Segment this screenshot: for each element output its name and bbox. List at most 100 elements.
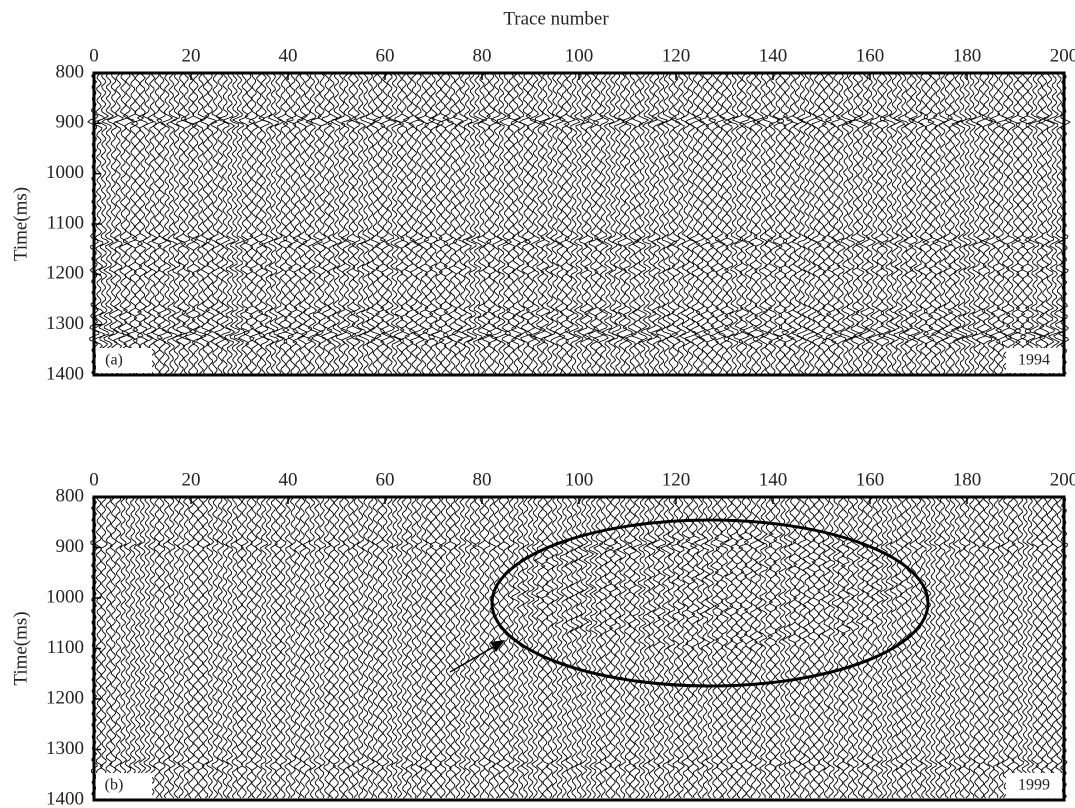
trace [733,497,745,799]
trace [630,497,643,799]
year-label-box [1006,773,1062,798]
trace [607,73,620,375]
y-tick-label: 800 [56,61,85,82]
trace [685,497,698,799]
trace [944,73,960,375]
y-tick-label: 1300 [46,738,84,759]
trace [708,73,721,375]
trace [941,73,954,375]
trace [684,73,698,375]
trace [105,497,113,799]
trace [390,497,399,799]
trace [485,73,499,375]
trace [510,497,521,799]
trace [1040,497,1049,799]
trace [231,73,246,375]
x-tick-label: 140 [759,469,788,490]
trace [995,73,1008,375]
trace [438,497,447,799]
trace [1035,497,1044,799]
trace [400,497,409,799]
trace [371,497,381,799]
trace [655,497,667,799]
trace [143,497,152,799]
highlight-ellipse [490,518,930,688]
trace [756,73,770,375]
trace [1016,497,1025,799]
trace [915,497,924,799]
trace [907,73,921,375]
trace [516,497,527,799]
x-tick-label: 0 [89,45,99,66]
trace [702,73,717,375]
trace [166,73,180,375]
trace [410,497,418,799]
trace [529,73,542,375]
trace [1028,73,1043,375]
trace [192,497,200,799]
trace [893,73,906,375]
trace [563,73,576,375]
trace [863,73,877,375]
trace [96,73,110,375]
trace [345,73,357,375]
trace [554,73,566,375]
trace [293,497,303,799]
x-tick-label: 120 [662,469,691,490]
trace [859,73,873,375]
trace [877,73,892,375]
trace [763,497,774,799]
trace [347,497,356,799]
trace [992,497,1001,799]
trace [558,73,571,375]
trace [181,497,191,799]
trace [904,497,914,799]
y-tick-label: 900 [56,112,85,133]
trace [958,497,966,799]
trace [300,73,313,375]
trace [960,73,974,374]
trace [414,497,423,799]
trace [502,497,511,799]
trace [636,73,650,375]
trace [204,73,218,374]
trace [412,73,425,375]
trace [99,497,108,799]
x-tick-label: 160 [856,45,885,66]
trace [128,497,137,799]
trace [381,497,390,799]
trace [699,497,711,799]
trace [582,497,595,799]
trace [910,73,924,375]
y-tick-label: 900 [56,536,85,557]
trace [767,497,778,799]
trace [480,73,493,375]
trace [299,497,307,799]
trace [588,497,599,799]
trace [482,497,492,799]
x-tick-label: 80 [473,469,492,490]
trace [201,497,211,799]
trace [776,73,790,375]
trace [114,73,131,375]
trace [363,73,376,375]
y-tick-label: 1400 [46,788,84,808]
y-tick-label: 1300 [46,313,84,334]
trace [646,497,658,799]
trace [787,497,798,799]
trace [172,497,181,799]
trace [650,73,665,375]
trace [722,73,735,374]
trace [986,497,995,799]
trace [723,497,735,799]
y-tick-label: 800 [56,485,85,506]
trace [963,497,971,799]
y-axis-title: Time(ms) [10,187,31,261]
trace [292,73,306,375]
trace [268,73,280,375]
trace [777,497,788,799]
trace [824,73,838,375]
trace [242,73,256,375]
trace [781,497,793,799]
trace [738,73,751,375]
